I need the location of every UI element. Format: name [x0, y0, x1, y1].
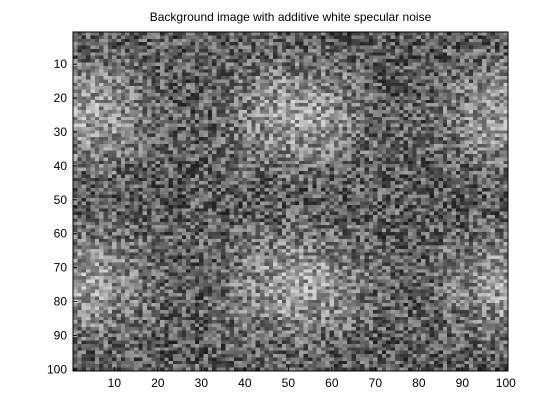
y-tick-label: 30 [54, 125, 68, 139]
heatmap-image [73, 32, 508, 371]
x-tick-label: 70 [369, 376, 383, 390]
x-tick-label: 100 [496, 376, 516, 390]
y-tick-label: 10 [54, 57, 68, 71]
x-tick-label: 20 [151, 376, 165, 390]
x-tick-label: 90 [456, 376, 470, 390]
chart-title: Background image with additive white spe… [149, 10, 432, 24]
x-tick-label: 10 [108, 376, 122, 390]
y-tick-label: 80 [54, 295, 68, 309]
x-tick-label: 50 [282, 376, 296, 390]
y-tick-label: 60 [54, 227, 68, 241]
y-tick-label: 90 [54, 328, 68, 342]
x-tick-label: 40 [238, 376, 252, 390]
y-tick-label: 20 [54, 91, 68, 105]
plot-frame [72, 31, 509, 372]
x-tick-label: 60 [325, 376, 339, 390]
y-tick-label: 70 [54, 261, 68, 275]
x-tick-label: 30 [195, 376, 209, 390]
y-tick-label: 40 [54, 159, 68, 173]
y-tick-label: 50 [54, 193, 68, 207]
x-tick-label: 80 [412, 376, 426, 390]
y-tick-label: 100 [47, 362, 67, 376]
